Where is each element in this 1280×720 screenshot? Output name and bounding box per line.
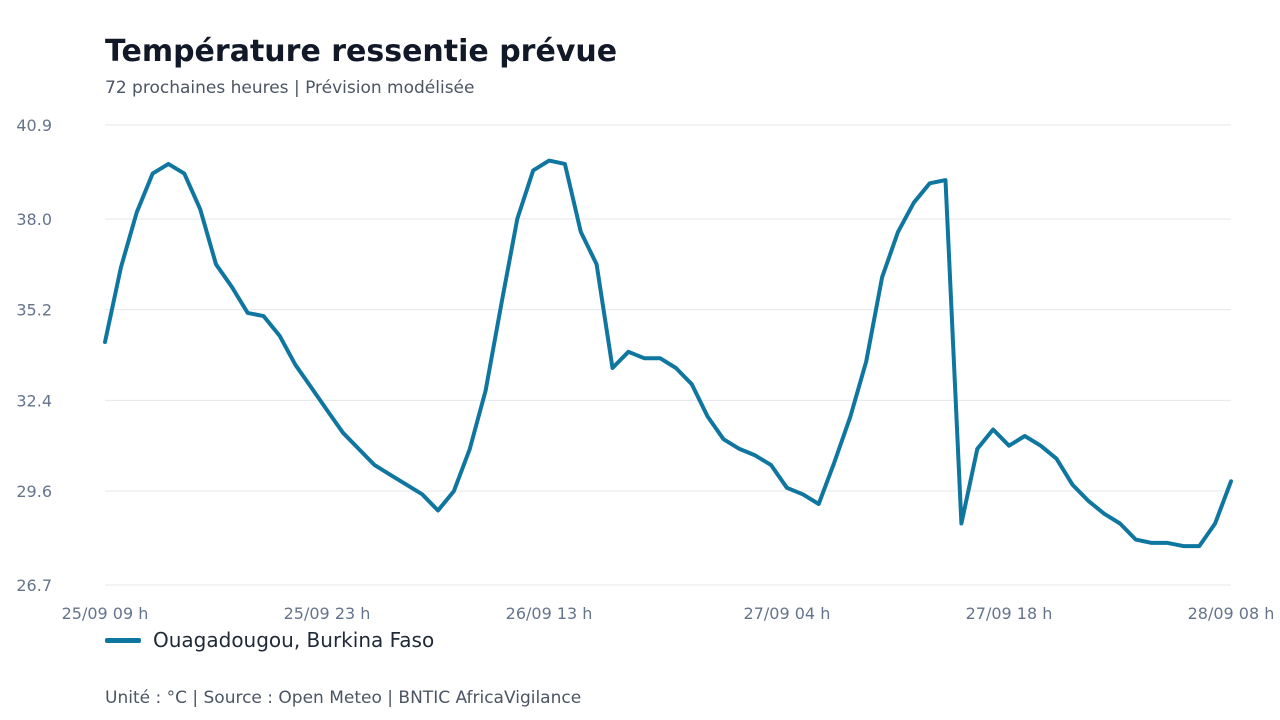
y-tick-label: 35.2 [16, 301, 52, 320]
x-tick-label: 27/09 18 h [966, 604, 1053, 623]
x-tick-label: 27/09 04 h [744, 604, 831, 623]
chart-title: Température ressentie prévue [105, 34, 618, 69]
y-tick-label: 26.7 [16, 576, 52, 595]
x-tick-label: 25/09 09 h [62, 604, 149, 623]
y-tick-label: 40.9 [16, 116, 52, 135]
x-tick-label: 26/09 13 h [506, 604, 593, 623]
source-footer: Unité : °C | Source : Open Meteo | BNTIC… [105, 688, 582, 708]
y-tick-label: 32.4 [16, 391, 52, 410]
grid-lines [105, 124, 1231, 586]
series-line-ouagadougou [103, 158, 1233, 549]
series-layer [103, 158, 1233, 549]
y-tick-label: 38.0 [16, 210, 52, 229]
y-axis-ticks: 40.9 38.0 35.2 32.4 29.6 26.7 [16, 116, 52, 595]
x-axis-ticks: 25/09 09 h 25/09 23 h 26/09 13 h 27/09 04 h… [62, 604, 1275, 623]
x-tick-label: 28/09 08 h [1188, 604, 1275, 623]
chart-subtitle: 72 prochaines heures | Prévision modélis… [105, 78, 475, 98]
legend-swatch [105, 637, 141, 643]
legend-label: Ouagadougou, Burkina Faso [153, 628, 435, 652]
y-tick-label: 29.6 [16, 482, 52, 501]
legend: Ouagadougou, Burkina Faso [105, 628, 434, 652]
x-tick-label: 25/09 23 h [284, 604, 371, 623]
